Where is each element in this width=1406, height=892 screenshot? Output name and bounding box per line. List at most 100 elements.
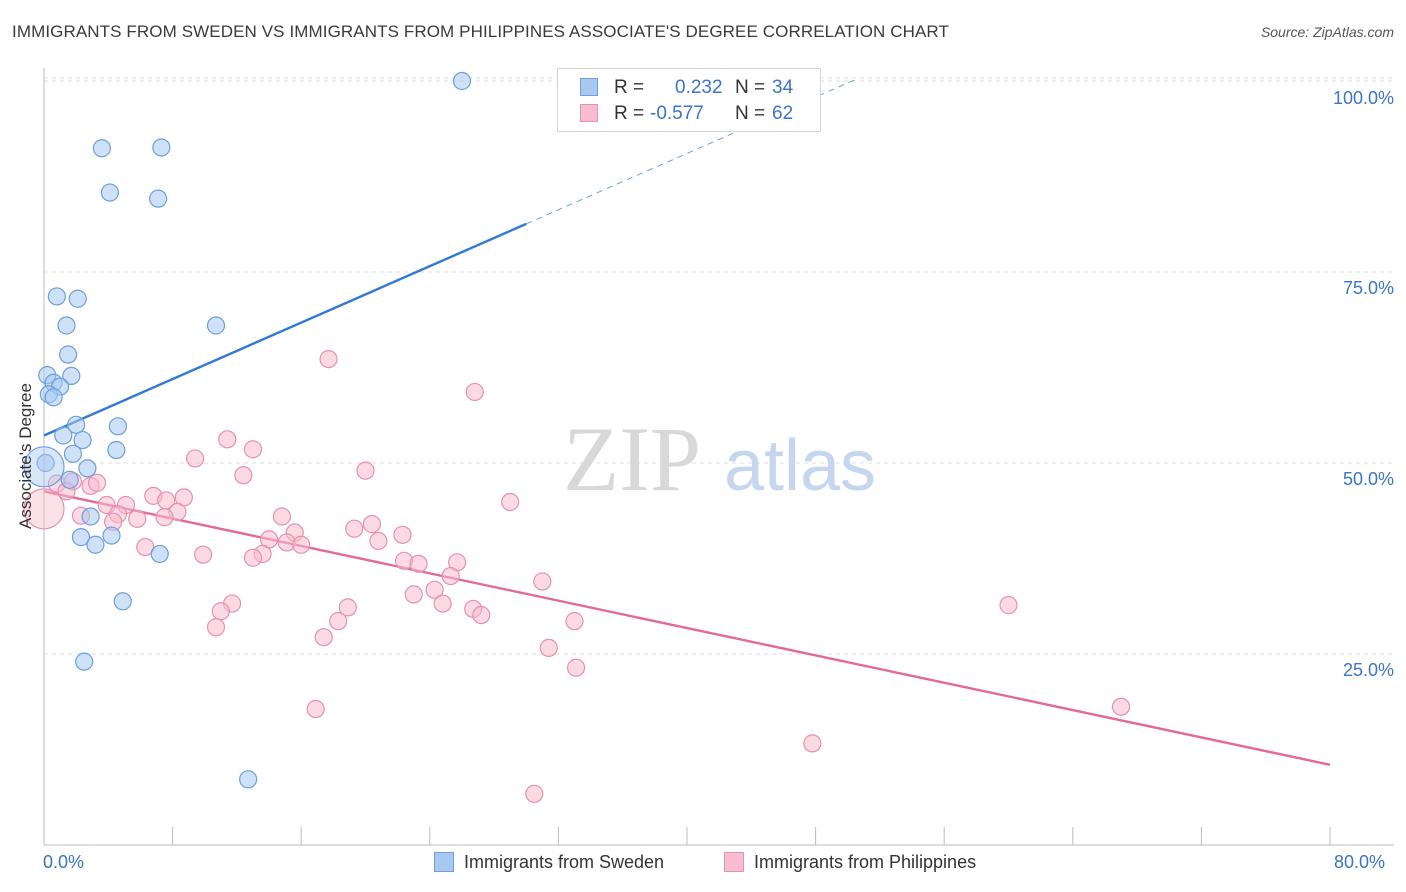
legend-sweden-label: Immigrants from Sweden: [464, 852, 665, 872]
y-tick-50: 50.0%: [1342, 469, 1394, 489]
philippines-point-43: [404, 585, 423, 604]
philippines-r-value: -0.577: [650, 103, 704, 124]
sweden-n-value: 34: [772, 77, 794, 98]
philippines-n-value: 62: [772, 103, 794, 124]
sweden-point-20: [107, 440, 126, 460]
sweden-point-8: [206, 316, 226, 335]
sweden-point-9: [59, 345, 78, 364]
chart-title: IMMIGRANTS FROM SWEDEN VS IMMIGRANTS FRO…: [12, 22, 949, 41]
philippines-point-24: [272, 507, 292, 526]
sweden-point-0: [452, 71, 472, 91]
sweden-point-28: [86, 535, 105, 554]
y-axis-label: Associate's Degree: [16, 383, 35, 529]
philippines-point-55: [314, 628, 333, 647]
philippines-point-54: [206, 618, 226, 637]
sweden-point-31: [75, 652, 94, 671]
sweden-point-16: [67, 415, 86, 434]
philippines-point-41: [533, 572, 552, 591]
sweden-point-15: [44, 388, 63, 407]
philippines-point-60: [803, 734, 822, 753]
sweden-point-21: [63, 444, 83, 463]
sweden-point-7: [57, 316, 76, 335]
philippines-point-56: [539, 638, 558, 657]
philippines-point-5: [356, 461, 375, 480]
philippines-point-28: [393, 525, 412, 544]
legend-philippines-label: Immigrants from Philippines: [754, 852, 977, 872]
philippines-point-50: [472, 605, 491, 625]
watermark-zip: ZIP: [563, 408, 701, 510]
sweden-point-25: [81, 507, 100, 526]
sweden-point-30: [113, 592, 132, 611]
philippines-point-25: [362, 515, 382, 534]
philippines-point-21: [155, 508, 174, 527]
sweden-n-label: N =: [735, 77, 766, 98]
philippines-point-1: [465, 382, 484, 402]
philippines-point-34: [194, 545, 213, 564]
philippines-point-49: [211, 602, 230, 621]
sweden-point-33: [23, 446, 65, 488]
philippines-point-40: [441, 566, 460, 586]
philippines-point-47: [338, 598, 357, 617]
sweden-points: [23, 71, 472, 789]
x-tick-min: 0.0%: [43, 852, 85, 872]
sweden-point-5: [47, 287, 66, 306]
philippines-point-26: [345, 519, 364, 538]
y-tick-75: 75.0%: [1342, 278, 1394, 298]
philippines-r-label: R =: [614, 103, 645, 124]
sweden-point-3: [100, 183, 120, 202]
philippines-point-44: [23, 488, 65, 530]
source-label: Source: ZipAtlas.com: [1260, 24, 1394, 40]
grid-lines: [44, 77, 1394, 655]
philippines-point-59: [306, 699, 325, 719]
philippines-point-10: [87, 473, 107, 492]
correlation-legend: R = 0.232 N = 34 R = -0.577 N = 62: [557, 68, 821, 132]
sweden-swatch: [580, 78, 598, 96]
watermark: ZIP atlas: [563, 408, 876, 510]
sweden-point-26: [71, 528, 91, 547]
philippines-points: [23, 349, 1131, 803]
philippines-point-53: [999, 596, 1018, 615]
philippines-point-39: [409, 554, 428, 573]
philippines-point-4: [186, 449, 205, 468]
philippines-point-42: [425, 580, 444, 599]
philippines-point-22: [128, 509, 147, 528]
y-tick-25: 25.0%: [1342, 660, 1394, 680]
sweden-point-32: [239, 770, 258, 789]
philippines-point-32: [292, 535, 311, 554]
philippines-point-46: [433, 594, 452, 613]
sweden-point-4: [149, 189, 168, 208]
legend-item-philippines: Immigrants from Philippines: [724, 852, 976, 873]
sweden-point-27: [102, 526, 121, 545]
sweden-point-24: [60, 470, 79, 489]
philippines-point-6: [234, 466, 253, 485]
sweden-point-17: [108, 417, 128, 436]
y-tick-100: 100.0%: [1332, 88, 1394, 108]
sweden-point-18: [54, 426, 73, 445]
philippines-point-61: [525, 784, 544, 803]
sweden-point-2: [152, 138, 171, 157]
philippines-point-58: [1111, 697, 1131, 716]
sweden-point-11: [62, 366, 81, 386]
sweden-point-6: [68, 289, 87, 308]
philippines-point-57: [566, 658, 586, 677]
philippines-point-31: [369, 531, 388, 551]
philippines-point-15: [501, 492, 520, 512]
philippines-point-52: [565, 612, 584, 631]
legend-philippines-swatch: [724, 852, 744, 872]
philippines-point-2: [243, 440, 263, 459]
sweden-point-19: [73, 430, 92, 450]
legend-item-sweden: Immigrants from Sweden: [434, 852, 664, 873]
philippines-point-36: [243, 548, 263, 567]
philippines-point-0: [319, 349, 338, 369]
x-tick-max: 80.0%: [1334, 852, 1386, 872]
sweden-point-23: [78, 459, 97, 478]
sweden-r-label: R =: [614, 77, 645, 98]
watermark-atlas: atlas: [724, 426, 876, 506]
axes: [43, 68, 1394, 846]
legend-sweden-swatch: [434, 852, 454, 872]
sweden-point-29: [150, 544, 169, 564]
sweden-r-value: 0.232: [675, 77, 723, 98]
sweden-point-22: [36, 453, 55, 473]
philippines-point-33: [136, 537, 155, 557]
